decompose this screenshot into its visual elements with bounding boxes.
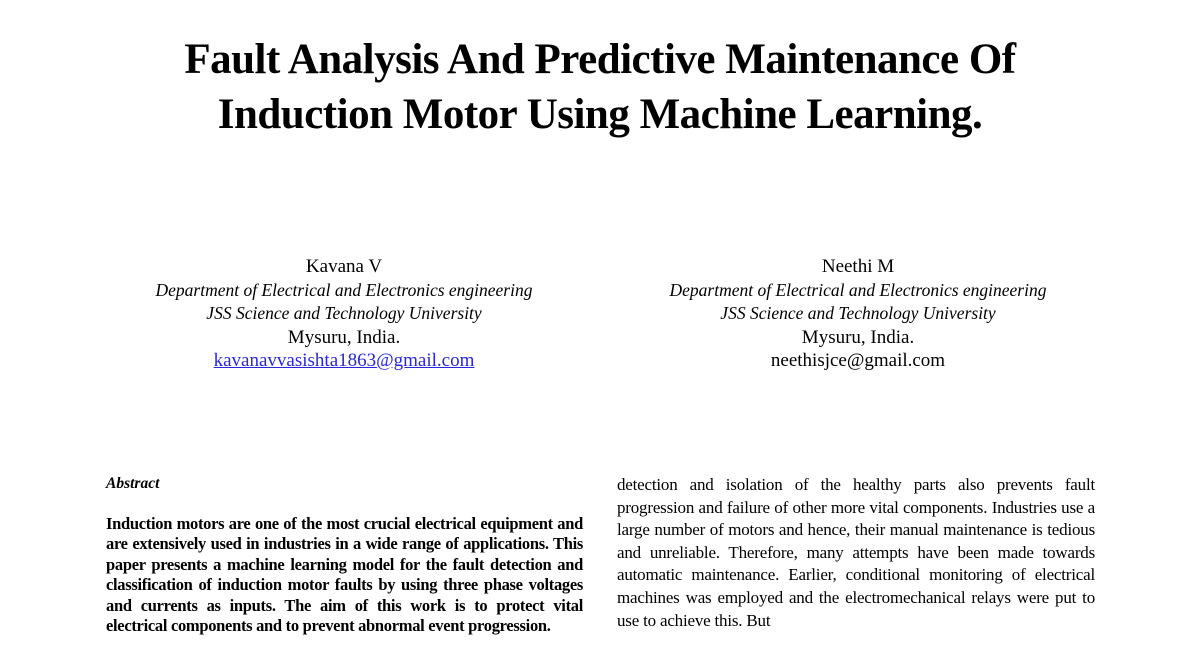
abstract-heading: Abstract bbox=[106, 475, 160, 492]
author-department: Department of Electrical and Electronics… bbox=[155, 279, 533, 300]
paper-title-line-1: Fault Analysis And Predictive Maintenanc… bbox=[184, 36, 1016, 83]
author-name: Kavana V bbox=[305, 256, 383, 277]
body-column: detection and isolation of the healthy p… bbox=[617, 474, 1095, 632]
paper-title: Fault Analysis And Predictive Maintenanc… bbox=[0, 32, 1200, 142]
author-block-kavana: Kavana V Department of Electrical and El… bbox=[104, 255, 584, 373]
author-university: JSS Science and Technology University bbox=[206, 303, 482, 323]
author-location: Mysuru, India. bbox=[801, 326, 915, 348]
author-location: Mysuru, India. bbox=[287, 326, 401, 348]
paper-title-line-2: Induction Motor Using Machine Learning. bbox=[217, 91, 983, 138]
author-name: Neethi M bbox=[821, 256, 895, 277]
abstract-column: Abstract Induction motors are one of the… bbox=[106, 474, 583, 636]
author-block-neethi: Neethi M Department of Electrical and El… bbox=[618, 255, 1098, 373]
abstract-paragraph: Induction motors are one of the most cru… bbox=[106, 514, 583, 636]
author-email-text: neethisjce@gmail.com bbox=[770, 350, 946, 371]
author-email-link[interactable]: kavanavvasishta1863@gmail.com bbox=[213, 350, 475, 371]
author-department: Department of Electrical and Electronics… bbox=[669, 279, 1047, 300]
author-university: JSS Science and Technology University bbox=[720, 303, 996, 323]
body-paragraph: detection and isolation of the healthy p… bbox=[617, 475, 1095, 630]
